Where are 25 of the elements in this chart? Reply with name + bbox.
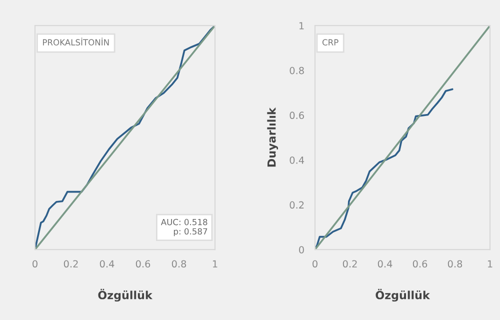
x-axis-title: Özgüllük (376, 288, 430, 302)
x-tick-label: 1 (488, 260, 492, 268)
y-tick-label: 0.8 (290, 66, 304, 74)
x-tick-label: 0.2 (64, 260, 78, 268)
y-tick-label: 0 (299, 246, 304, 254)
y-tick-label: 0.6 (290, 112, 304, 120)
x-tick-label: 0.2 (342, 260, 357, 268)
text: PROKALSİTONİN (43, 38, 109, 46)
x-tick-label: 0 (312, 260, 318, 268)
y-tick-label: 0.4 (290, 156, 304, 164)
x-tick-label: 0.8 (448, 260, 462, 268)
y-tick-label: 1 (299, 22, 304, 30)
x-axis-title: Özgüllük (98, 288, 153, 302)
line-series (315, 88, 454, 250)
x-tick-label: 0.4 (100, 260, 114, 268)
x-tick-label: 0.8 (172, 260, 186, 268)
x-tick-label: 0.4 (378, 260, 392, 268)
x-tick-label: 0 (32, 260, 38, 268)
x-tick-label: 0.6 (136, 260, 150, 268)
y-tick-label: 0.2 (290, 201, 304, 209)
x-tick-label: 0.6 (412, 260, 428, 268)
y-axis-title: Duyarlılık (267, 107, 278, 167)
annotation: AUC: 0.518 p: 0.587 (160, 218, 208, 236)
text: CRP (322, 39, 338, 46)
x-tick-label: 1 (212, 260, 218, 268)
